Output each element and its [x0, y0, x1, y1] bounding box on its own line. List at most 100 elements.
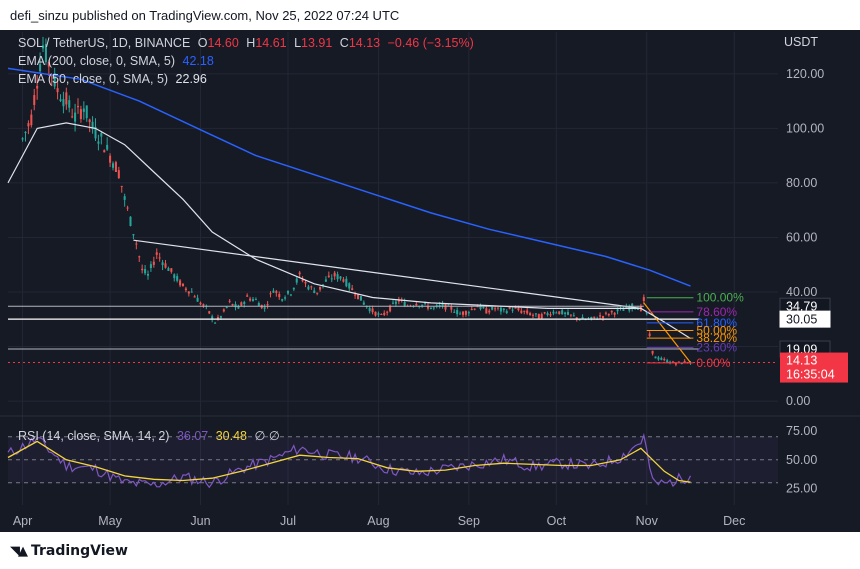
x-tick-label: Oct — [547, 514, 567, 528]
candle-body — [345, 278, 348, 287]
candle-body — [278, 294, 281, 298]
candle-body — [610, 310, 613, 313]
candle-body — [389, 305, 392, 312]
candle-body — [397, 299, 400, 302]
chart-area[interactable]: 100.00% 78.60% 61.80% 50.00% 38.20% 23.60% 0.0… — [0, 30, 860, 532]
candle-body — [473, 308, 476, 310]
candle-body — [21, 138, 24, 140]
open-value: 14.60 — [207, 36, 239, 50]
candle-body — [456, 310, 459, 315]
candle-body — [464, 311, 467, 315]
candle-body — [91, 121, 94, 130]
candle-body — [336, 274, 339, 280]
grid-lines — [0, 32, 860, 505]
candle-body — [660, 357, 663, 360]
fib-label: 38.20% — [696, 331, 737, 345]
candle-body — [534, 313, 537, 315]
candle-body — [126, 207, 129, 209]
price-tag-box — [779, 310, 831, 328]
candle-body — [514, 307, 517, 309]
ema200-line — [7, 67, 691, 287]
candle-body — [254, 299, 257, 301]
candle-body — [211, 316, 214, 320]
candle-body — [214, 322, 217, 324]
candle-body — [674, 363, 677, 365]
rsi-legend: RSI (14, close, SMA, 14, 2) 36.07 30.48 … — [18, 428, 284, 443]
candle-body — [424, 302, 427, 304]
candle-body — [488, 310, 491, 313]
candlesticks — [21, 36, 692, 367]
candle-body — [313, 290, 316, 293]
candle-body — [601, 316, 605, 319]
candle-body — [432, 307, 435, 309]
time-axis[interactable]: Apr May Jun Jul Aug Sep Oct Nov Dec — [13, 514, 746, 528]
candle-body — [146, 274, 150, 276]
candle-body — [74, 112, 77, 122]
last-price-label: 14.13 — [786, 354, 817, 368]
change-value: −0.46 (−3.15%) — [387, 36, 474, 50]
candle-body — [666, 360, 669, 363]
currency-label: USDT — [784, 35, 818, 49]
candle-body — [362, 302, 365, 305]
candle-body — [555, 312, 558, 314]
candle-body — [117, 170, 120, 179]
ema50-label: EMA (50, close, 0, SMA, 5) — [18, 72, 169, 86]
candle-body — [36, 85, 39, 89]
candle-body — [307, 286, 310, 290]
price-axis[interactable]: 120.00100.0080.0060.0040.0020.000.00USDT… — [779, 35, 848, 408]
footer: ◥▲ TradingView — [0, 532, 860, 569]
rsi-sma-value: 30.48 — [215, 429, 247, 443]
candle-body — [377, 313, 380, 315]
y-tick-label: 80.00 — [786, 176, 817, 190]
candle-body — [663, 359, 666, 361]
candle-body — [426, 305, 430, 309]
candle-body — [558, 311, 561, 315]
candle-body — [164, 263, 167, 268]
candle-body — [625, 305, 628, 309]
candle-body — [491, 306, 494, 310]
candle-body — [581, 317, 584, 320]
candle-body — [391, 302, 395, 304]
symbol-legend: SOL / TetherUS, 1D, BINANCE O14.60 H14.6… — [18, 36, 478, 50]
candle-body — [216, 317, 220, 319]
candle-body — [511, 309, 514, 311]
candle-body — [24, 131, 27, 133]
candle-body — [429, 307, 432, 309]
candle-body — [380, 314, 383, 316]
candle-body — [39, 64, 42, 72]
candle-body — [575, 317, 578, 319]
candle-body — [415, 303, 418, 306]
candle-body — [642, 297, 645, 302]
candle-body — [561, 310, 564, 315]
candle-body — [111, 163, 115, 168]
candle-body — [286, 290, 290, 294]
candle-body — [138, 256, 141, 258]
candle-body — [257, 302, 260, 307]
candle-body — [383, 312, 386, 315]
candle-body — [193, 296, 196, 298]
candle-body — [520, 310, 523, 313]
candle-body — [333, 272, 336, 277]
x-tick-label: Sep — [458, 514, 480, 528]
candle-body — [222, 309, 225, 312]
candle-body — [167, 268, 170, 271]
candle-body — [298, 272, 301, 275]
fib-label: 50.00% — [696, 323, 737, 337]
tradingview-logo[interactable]: ◥▲ TradingView — [10, 543, 128, 559]
countdown-label: 16:35:04 — [786, 368, 835, 382]
candle-body — [155, 252, 158, 255]
candle-body — [100, 133, 103, 137]
candle-body — [494, 308, 497, 310]
fibonacci-levels: 100.00%78.60%61.80%50.00%38.20%23.60%0.0… — [646, 291, 744, 370]
candle-body — [132, 234, 135, 236]
candle-body — [269, 293, 272, 295]
candle-body — [179, 280, 182, 286]
fib-label: 100.00% — [696, 291, 744, 305]
rsi-tick-label: 25.00 — [786, 482, 817, 496]
candle-body — [30, 114, 33, 126]
candle-body — [593, 316, 596, 318]
price-chart-svg[interactable]: 100.00%78.60%61.80%50.00%38.20%23.60%0.0… — [0, 30, 860, 532]
candle-body — [531, 314, 535, 316]
candle-body — [450, 306, 453, 310]
candle-body — [263, 307, 266, 309]
